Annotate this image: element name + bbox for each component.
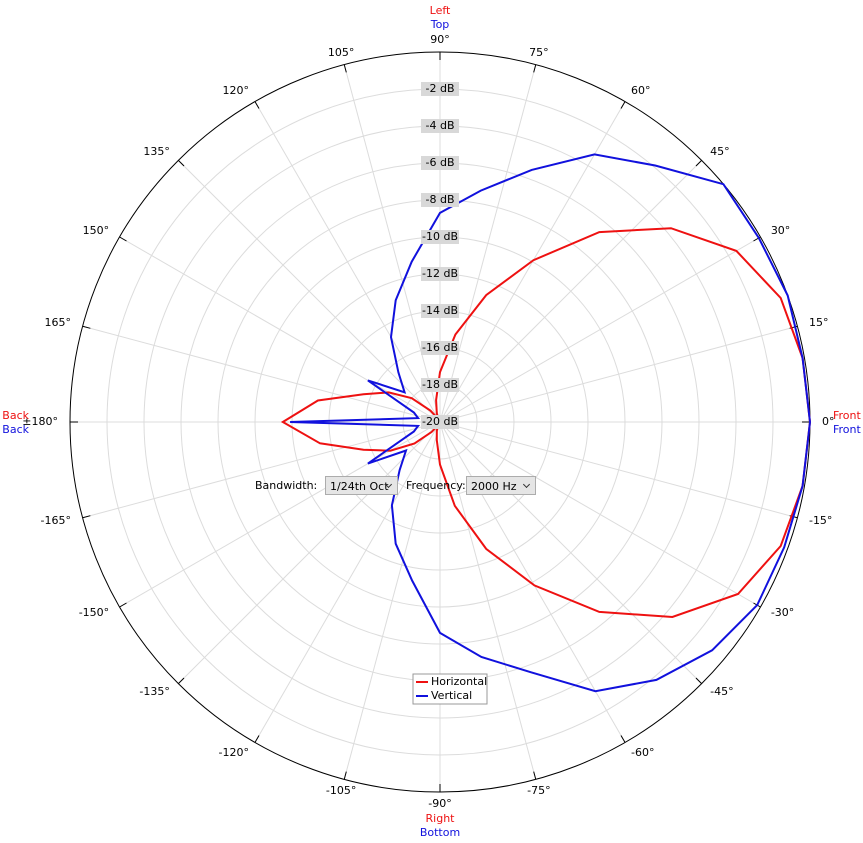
theta-tick-label: 105° [328,46,355,59]
direction-label: Top [430,18,450,31]
theta-tick [620,735,626,743]
theta-tick-label: 165° [45,316,72,329]
r-label-bg [421,193,459,207]
theta-tick [254,101,260,109]
r-label-bg [421,341,459,355]
frequency-select[interactable]: 2000 Hz [466,476,536,495]
r-tick-label: -12 dB [422,267,458,280]
theta-tick-label: 0° [822,415,835,428]
r-label-bg [421,82,459,96]
r-tick-label: -4 dB [426,119,455,132]
legend-box [412,673,488,705]
theta-tick [343,771,347,780]
theta-tick [119,236,127,242]
theta-tick [254,735,260,743]
bandwidth-label: Bandwidth: [255,479,318,492]
r-tick-label: -8 dB [426,193,455,206]
theta-tick [178,160,185,167]
theta-tick [533,771,537,780]
r-label-bg [421,230,459,244]
r-label-bg [421,378,459,392]
direction-label: Back [2,423,29,436]
theta-tick-label: 60° [631,84,651,97]
theta-tick-label: -45° [710,685,733,698]
direction-label: Left [430,4,451,17]
theta-tick-label: 150° [83,224,110,237]
theta-tick-label: -120° [219,746,249,759]
r-tick-label: -20 dB [422,415,458,428]
theta-tick-label: -75° [527,784,550,797]
r-tick-label: -18 dB [422,378,458,391]
r-tick-label: -6 dB [426,156,455,169]
theta-tick [82,325,91,329]
theta-tick-label: 30° [771,224,791,237]
theta-tick-label: -105° [326,784,356,797]
bandwidth-select[interactable]: 1/24th Oct [325,476,398,495]
theta-tick-label: -150° [79,606,109,619]
direction-label: Front [833,423,862,436]
r-label-bg [421,119,459,133]
theta-tick [178,677,185,684]
theta-tick [695,160,702,167]
direction-label: Right [426,812,456,825]
r-label-bg [421,267,459,281]
theta-tick [695,677,702,684]
theta-tick [82,515,91,519]
theta-tick-label: 45° [710,145,730,158]
theta-tick-label: 75° [529,46,549,59]
r-label-bg [421,415,459,429]
theta-tick-label: -90° [428,797,451,810]
theta-tick-label: -165° [41,514,71,527]
direction-label: Back [2,409,29,422]
series-line [290,153,812,693]
r-label-bg [421,304,459,318]
theta-tick-label: -30° [771,606,794,619]
theta-tick-label: -15° [809,514,832,527]
theta-tick-label: 90° [430,33,450,46]
direction-label: Front [833,409,862,422]
theta-tick-label: ±180° [22,415,58,428]
legend-label: Vertical [431,689,472,702]
theta-tick [343,64,347,73]
legend-label: Horizontal [431,675,487,688]
r-tick-label: -14 dB [422,304,458,317]
theta-tick-label: 15° [809,316,829,329]
theta-tick-label: -60° [631,746,654,759]
theta-tick-label: 120° [223,84,250,97]
theta-tick-label: 135° [143,145,170,158]
r-tick-label: -16 dB [422,341,458,354]
r-tick-label: -2 dB [426,82,455,95]
direction-label: Bottom [420,826,460,839]
theta-tick [620,101,626,109]
theta-tick [533,64,537,73]
r-tick-label: -10 dB [422,230,458,243]
theta-tick-label: -135° [139,685,169,698]
theta-tick [119,602,127,608]
frequency-label: Frequency: [406,479,466,492]
r-label-bg [421,156,459,170]
